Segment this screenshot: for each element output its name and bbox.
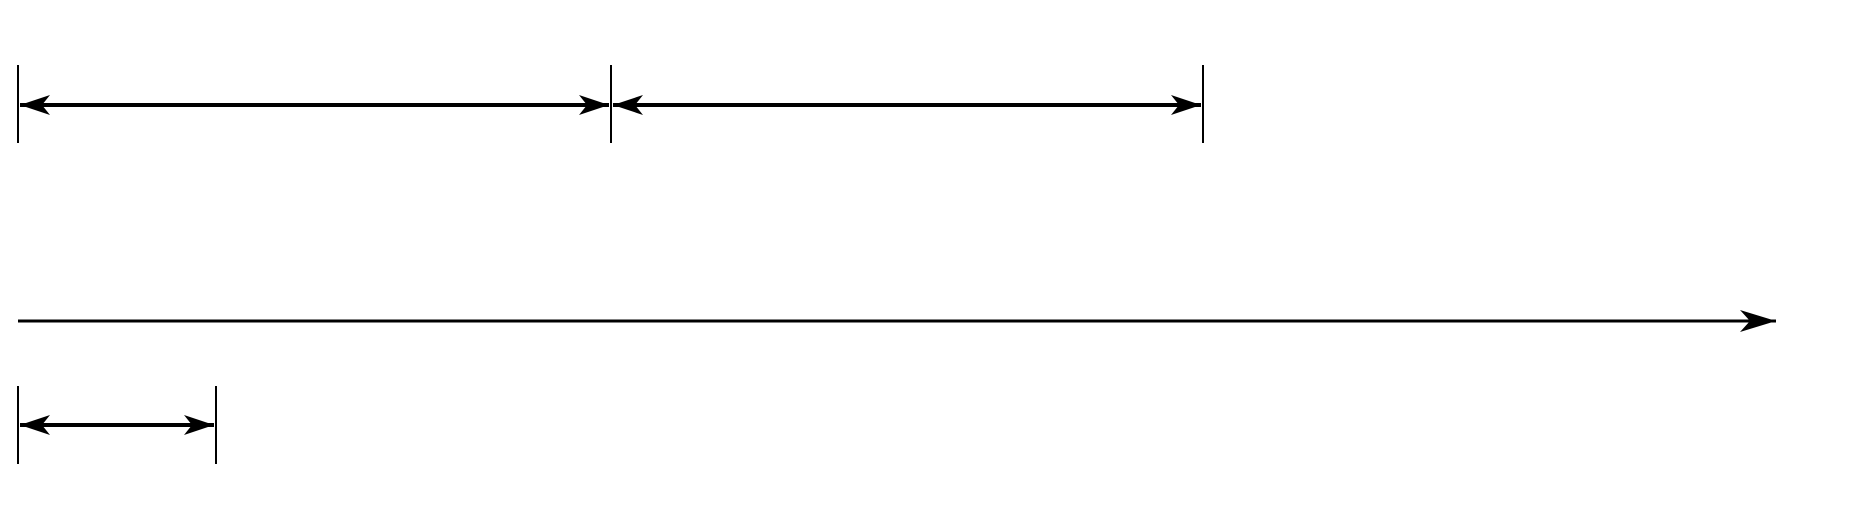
nq-span-2	[610, 65, 1204, 143]
quantum-span	[17, 386, 217, 464]
nq-span-1	[17, 65, 609, 143]
